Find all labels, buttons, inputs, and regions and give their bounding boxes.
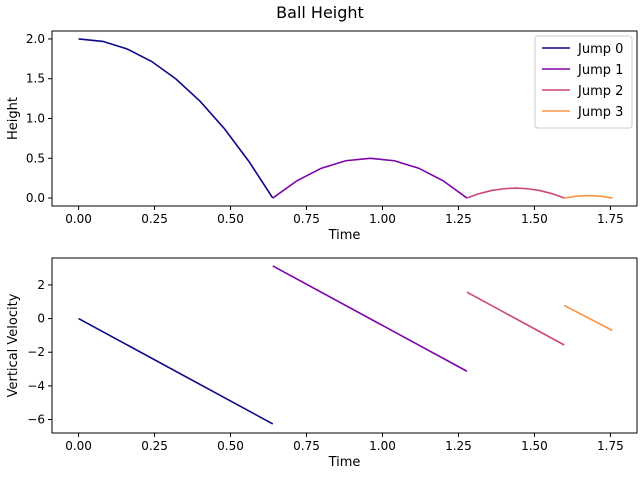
x-tick-label: 0.75 <box>293 212 320 226</box>
legend-entry: Jump 0 <box>577 42 623 57</box>
y-tick-label: 0 <box>37 312 45 326</box>
y-tick-label: 2.0 <box>26 32 45 46</box>
series-line-0-3 <box>564 194 613 199</box>
series-line-1-3 <box>563 304 613 332</box>
series-line-1-1 <box>272 265 468 372</box>
y-tick-label: 0.5 <box>26 151 45 165</box>
y-tick-label: 1.5 <box>26 72 45 86</box>
x-tick-label: 1.25 <box>445 439 472 453</box>
y-tick-label: −4 <box>27 379 45 393</box>
legend-entry: Jump 1 <box>577 63 623 78</box>
x-tick-label: 0.25 <box>141 439 168 453</box>
y-tick-label: −6 <box>27 413 45 427</box>
x-tick-label: 1.50 <box>521 212 548 226</box>
axes-frame <box>51 257 638 434</box>
series-line-1-0 <box>78 317 274 425</box>
series-line-0-0 <box>78 38 274 199</box>
x-tick-label: 1.50 <box>521 439 548 453</box>
y-tick-label: 2 <box>37 278 45 292</box>
y-tick-label: 0.0 <box>26 191 45 205</box>
legend-box <box>534 35 633 129</box>
x-tick-label: 0.25 <box>141 212 168 226</box>
x-tick-label: 0.50 <box>217 439 244 453</box>
x-tick-label: 0.00 <box>65 439 92 453</box>
y-tick-label: −2 <box>27 345 45 359</box>
x-tick-label: 0.50 <box>217 212 244 226</box>
x-tick-label: 1.75 <box>597 212 624 226</box>
y-tick-label: 1.0 <box>26 112 45 126</box>
x-tick-label: 1.00 <box>369 212 396 226</box>
legend-entry: Jump 2 <box>577 84 623 99</box>
x-tick-label: 0.00 <box>65 212 92 226</box>
legend-entry: Jump 3 <box>577 105 623 120</box>
series-line-0-2 <box>466 187 565 199</box>
velocity-panel: 0.00 0.25 0.50 0.75 1.00 1.25 1.50 1.75 2 0 −2 −4 −6… <box>6 257 638 470</box>
x-axis-label: Time <box>328 228 361 243</box>
x-tick-label: 0.75 <box>293 439 320 453</box>
x-tick-label: 1.25 <box>445 212 472 226</box>
x-tick-label: 1.00 <box>369 439 396 453</box>
series-line-1-2 <box>466 291 565 346</box>
series-line-0-1 <box>272 157 468 199</box>
y-axis-label: Height <box>6 97 21 140</box>
x-axis-label: Time <box>328 455 361 470</box>
figure-title: Ball Height <box>276 3 364 22</box>
x-tick-label: 1.75 <box>597 439 624 453</box>
legend: Jump 0 Jump 1 Jump 2 Jump 3 <box>534 35 633 129</box>
y-axis-label: Vertical Velocity <box>6 293 21 397</box>
height-panel: 0.00 0.25 0.50 0.75 1.00 1.25 1.50 1.75 0.0 0.5 1.… <box>6 30 638 243</box>
